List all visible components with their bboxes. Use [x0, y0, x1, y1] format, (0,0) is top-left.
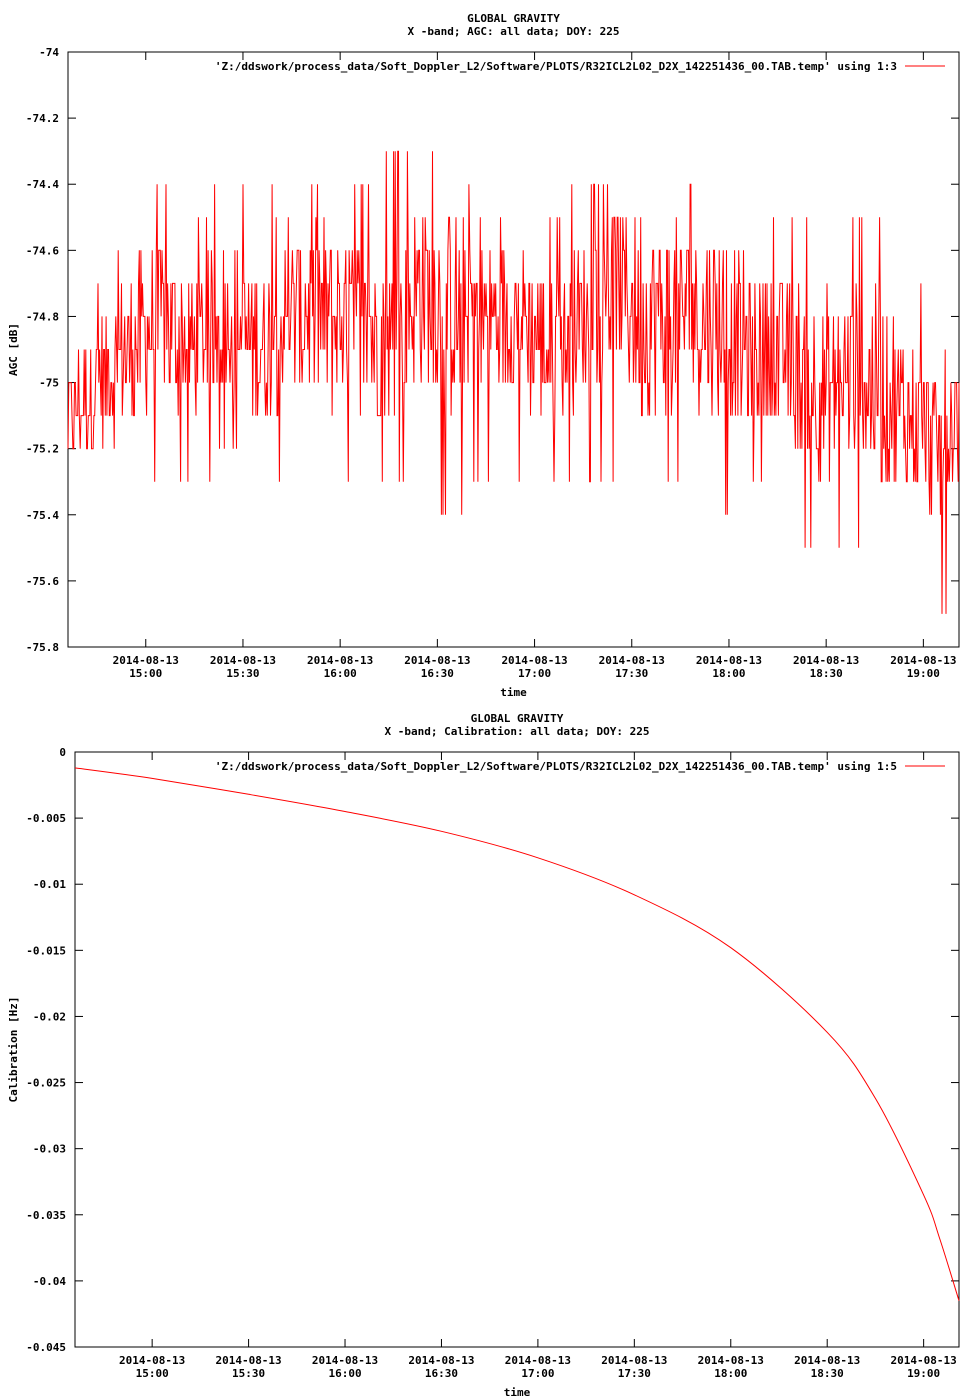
agc-trace — [67, 150, 960, 614]
y-tick-label: -0.025 — [26, 1077, 66, 1090]
y-tick-label: -75.2 — [26, 443, 59, 456]
y-tick-label: -75.6 — [26, 575, 59, 588]
x-tick-label-date: 2014-08-13 — [794, 1354, 860, 1367]
x-tick-label-date: 2014-08-13 — [501, 654, 567, 667]
y-tick-label: -0.045 — [26, 1341, 66, 1354]
x-tick-label-time: 16:30 — [425, 1367, 458, 1380]
y-tick-label: -74.2 — [26, 112, 59, 125]
chart-subtitle: X -band; Calibration: all data; DOY: 225 — [385, 725, 650, 738]
y-tick-label: -0.02 — [33, 1010, 66, 1023]
x-tick-label-date: 2014-08-13 — [307, 654, 373, 667]
x-tick-label-date: 2014-08-13 — [890, 654, 956, 667]
y-axis-label: Calibration [Hz] — [7, 997, 20, 1103]
x-tick-label-date: 2014-08-13 — [404, 654, 470, 667]
y-tick-label: 0 — [59, 746, 66, 759]
x-tick-label-time: 16:00 — [324, 667, 357, 680]
x-tick-label-date: 2014-08-13 — [599, 654, 665, 667]
x-tick-label-date: 2014-08-13 — [408, 1354, 474, 1367]
x-tick-label-time: 16:30 — [421, 667, 454, 680]
x-tick-label-time: 15:00 — [129, 667, 162, 680]
chart-subtitle: X -band; AGC: all data; DOY: 225 — [408, 25, 620, 38]
x-tick-label-date: 2014-08-13 — [793, 654, 859, 667]
x-tick-label-time: 15:30 — [232, 1367, 265, 1380]
x-tick-label-time: 17:30 — [618, 1367, 651, 1380]
x-tick-label-time: 19:00 — [907, 1367, 940, 1380]
y-tick-label: -74.4 — [26, 178, 59, 191]
chart-title: GLOBAL GRAVITY — [467, 12, 560, 25]
y-tick-label: -75 — [39, 377, 59, 390]
series-line — [67, 150, 960, 614]
x-tick-label-time: 18:00 — [714, 1367, 747, 1380]
plot-frame — [67, 51, 960, 648]
x-tick-label-time: 15:00 — [136, 1367, 169, 1380]
x-tick-label-time: 19:00 — [907, 667, 940, 680]
x-tick-label-time: 18:30 — [810, 667, 843, 680]
x-tick-label-date: 2014-08-13 — [601, 1354, 667, 1367]
y-tick-label: -74.6 — [26, 244, 59, 257]
x-tick-label-date: 2014-08-13 — [210, 654, 276, 667]
plot-frame — [74, 751, 960, 1348]
x-tick-label-time: 15:30 — [226, 667, 259, 680]
x-tick-label-date: 2014-08-13 — [696, 654, 762, 667]
calibration-curve — [74, 767, 960, 1301]
y-tick-label: -0.015 — [26, 944, 66, 957]
y-axis-label: AGC [dB] — [7, 323, 20, 376]
chart-title: GLOBAL GRAVITY — [471, 712, 564, 725]
x-tick-label-time: 18:00 — [712, 667, 745, 680]
legend-label: 'Z:/ddswork/process_data/Soft_Doppler_L2… — [215, 60, 897, 73]
legend-label: 'Z:/ddswork/process_data/Soft_Doppler_L2… — [215, 760, 897, 773]
y-tick-label: -0.035 — [26, 1209, 66, 1222]
x-tick-label-date: 2014-08-13 — [312, 1354, 378, 1367]
y-tick-label: -0.03 — [33, 1143, 66, 1156]
y-tick-label: -0.01 — [33, 878, 66, 891]
x-tick-label-time: 17:00 — [518, 667, 551, 680]
y-tick-label: -75.8 — [26, 641, 59, 654]
y-tick-label: -75.4 — [26, 509, 59, 522]
y-tick-label: -74 — [39, 46, 59, 59]
y-tick-label: -0.005 — [26, 812, 66, 825]
x-tick-label-date: 2014-08-13 — [119, 1354, 185, 1367]
x-axis-label: time — [500, 686, 527, 699]
x-tick-label-time: 16:00 — [328, 1367, 361, 1380]
x-tick-label-date: 2014-08-13 — [698, 1354, 764, 1367]
series-line — [74, 767, 960, 1301]
x-tick-label-date: 2014-08-13 — [215, 1354, 281, 1367]
x-tick-label-time: 17:30 — [615, 667, 648, 680]
y-tick-label: -0.04 — [33, 1275, 66, 1288]
x-tick-label-date: 2014-08-13 — [505, 1354, 571, 1367]
y-tick-label: -74.8 — [26, 310, 59, 323]
x-tick-label-date: 2014-08-13 — [891, 1354, 957, 1367]
x-tick-label-date: 2014-08-13 — [113, 654, 179, 667]
x-tick-label-time: 18:30 — [811, 1367, 844, 1380]
x-axis-label: time — [504, 1386, 531, 1399]
x-tick-label-time: 17:00 — [521, 1367, 554, 1380]
